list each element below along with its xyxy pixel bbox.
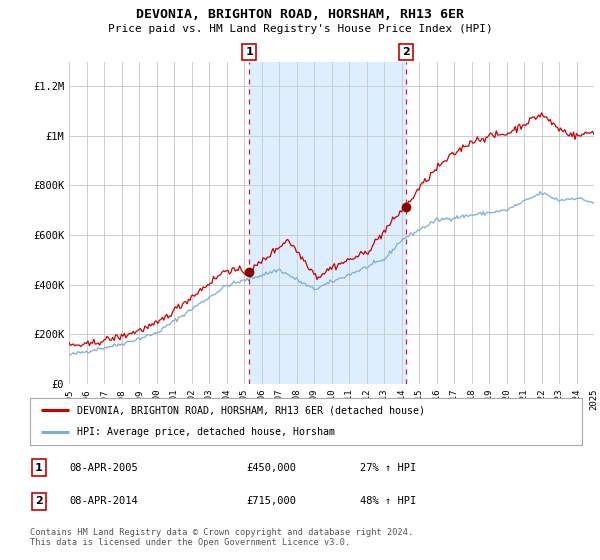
- Text: 1: 1: [35, 463, 43, 473]
- Text: DEVONIA, BRIGHTON ROAD, HORSHAM, RH13 6ER: DEVONIA, BRIGHTON ROAD, HORSHAM, RH13 6E…: [136, 8, 464, 21]
- Text: 1: 1: [245, 47, 253, 57]
- Text: 08-APR-2005: 08-APR-2005: [69, 463, 138, 473]
- Text: 48% ↑ HPI: 48% ↑ HPI: [360, 496, 416, 506]
- Text: 2: 2: [403, 47, 410, 57]
- Text: Price paid vs. HM Land Registry's House Price Index (HPI): Price paid vs. HM Land Registry's House …: [107, 24, 493, 34]
- Bar: [249, 62, 406, 384]
- Text: Contains HM Land Registry data © Crown copyright and database right 2024.
This d: Contains HM Land Registry data © Crown c…: [30, 528, 413, 547]
- Text: 27% ↑ HPI: 27% ↑ HPI: [360, 463, 416, 473]
- Text: 08-APR-2014: 08-APR-2014: [69, 496, 138, 506]
- Text: HPI: Average price, detached house, Horsham: HPI: Average price, detached house, Hors…: [77, 427, 335, 437]
- Text: £715,000: £715,000: [246, 496, 296, 506]
- Text: DEVONIA, BRIGHTON ROAD, HORSHAM, RH13 6ER (detached house): DEVONIA, BRIGHTON ROAD, HORSHAM, RH13 6E…: [77, 405, 425, 416]
- Text: 2: 2: [35, 496, 43, 506]
- Text: £450,000: £450,000: [246, 463, 296, 473]
